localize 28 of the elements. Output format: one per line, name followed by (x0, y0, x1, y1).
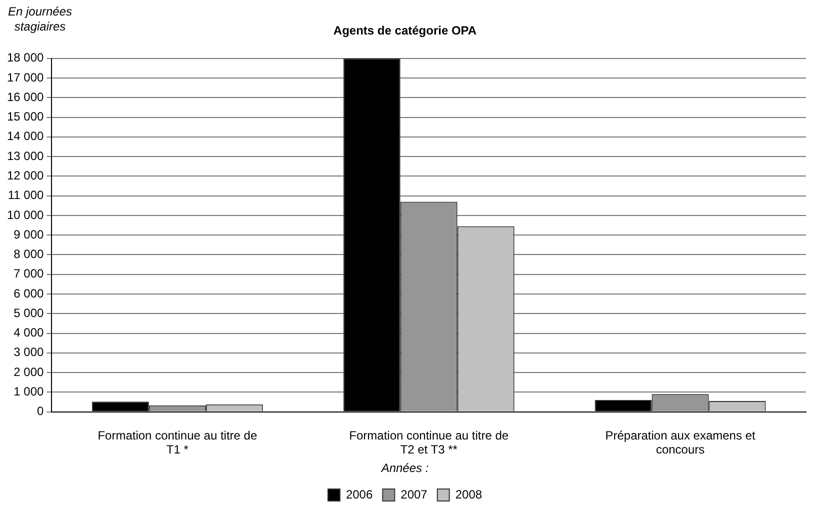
y-tick-label: 11 000 (8, 188, 44, 202)
y-tick-label: 13 000 (7, 148, 44, 163)
legend-title: Années : (380, 460, 429, 475)
y-tick-label: 7 000 (14, 266, 44, 281)
x-tick-label: Préparation aux examens et concours (605, 428, 756, 457)
y-tick-label: 8 000 (14, 247, 44, 262)
y-tick-label: 10 000 (7, 208, 44, 222)
x-tick-label: Formation continue au titre de T1 * (98, 428, 258, 457)
y-tick-label: 9 000 (14, 227, 44, 242)
y-tick-label: 12 000 (7, 168, 44, 183)
y-tick-label: 15 000 (7, 110, 44, 124)
y-tick-label: 3 000 (14, 345, 44, 360)
x-tick-label: Formation continue au titre de T2 et T3 ** (349, 428, 509, 457)
y-tick-label: 16 000 (7, 90, 44, 104)
legend-label: 2006 (346, 487, 373, 502)
y-axis-title: En journées stagiaires (8, 4, 72, 34)
chart-title: Agents de catégorie OPA (333, 24, 477, 38)
y-tick-label: 14 000 (7, 129, 44, 144)
y-tick-label: 18 000 (7, 50, 44, 65)
y-tick-label: 2 000 (14, 364, 44, 379)
y-tick-label: 6 000 (14, 286, 44, 300)
y-tick-label: 1 000 (14, 384, 44, 398)
legend-label: 2008 (455, 487, 482, 502)
legend-label: 2007 (400, 487, 428, 502)
y-tick-label: 0 (37, 404, 44, 418)
y-tick-label: 17 000 (7, 70, 44, 84)
y-tick-label: 5 000 (14, 306, 44, 320)
y-tick-label: 4 000 (14, 326, 44, 340)
